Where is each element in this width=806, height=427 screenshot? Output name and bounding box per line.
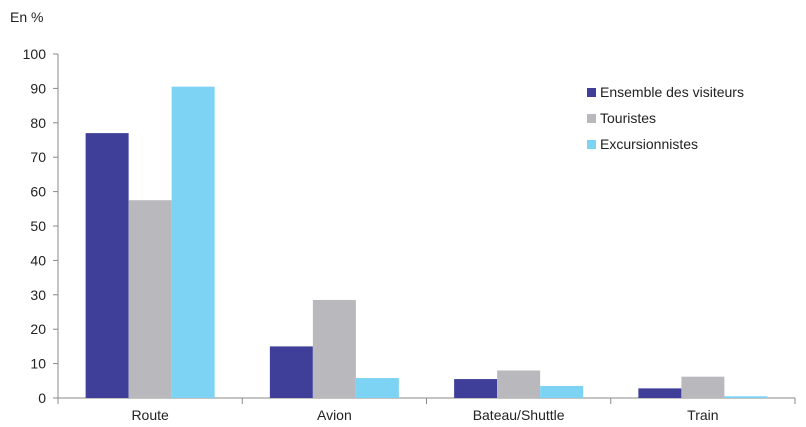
unit-label: En %: [10, 9, 43, 25]
x-tick-label: Route: [131, 407, 169, 423]
legend-swatch: [587, 114, 596, 123]
y-tick-label: 10: [30, 356, 46, 372]
y-tick-label: 60: [30, 184, 46, 200]
legend-label: Touristes: [600, 110, 656, 126]
y-tick-label: 0: [38, 390, 46, 406]
y-tick-label: 30: [30, 287, 46, 303]
bar: [128, 200, 172, 398]
y-tick-label: 80: [30, 115, 46, 131]
y-tick-label: 70: [30, 149, 46, 165]
legend-swatch: [587, 140, 596, 149]
y-axis: 0 10 20 30 40 50 60 70 80 90 100: [23, 46, 59, 406]
bar: [269, 346, 313, 398]
legend: Ensemble des visiteurs Touristes Excursion…: [587, 84, 744, 152]
y-tick-label: 100: [23, 46, 47, 62]
x-tick-label: Bateau/Shuttle: [473, 407, 565, 423]
bar: [724, 396, 768, 398]
bars: [85, 86, 768, 399]
x-axis: Route Avion Bateau/Shuttle Train: [57, 397, 796, 423]
bar: [312, 299, 356, 398]
y-tick-label: 20: [30, 321, 46, 337]
legend-label: Ensemble des visiteurs: [600, 84, 744, 100]
bar: [85, 133, 129, 398]
bar: [497, 370, 541, 398]
bar: [540, 385, 584, 398]
legend-swatch: [587, 88, 596, 97]
y-tick-label: 40: [30, 252, 46, 268]
x-tick-label: Train: [687, 407, 718, 423]
x-tick-label: Avion: [317, 407, 352, 423]
bar: [681, 376, 725, 398]
y-tick-label: 90: [30, 80, 46, 96]
legend-label: Excursionnistes: [600, 136, 698, 152]
bar: [638, 388, 682, 398]
y-tick-label: 50: [30, 218, 46, 234]
bar: [454, 379, 498, 398]
bar: [171, 86, 215, 399]
bar: [355, 378, 399, 398]
